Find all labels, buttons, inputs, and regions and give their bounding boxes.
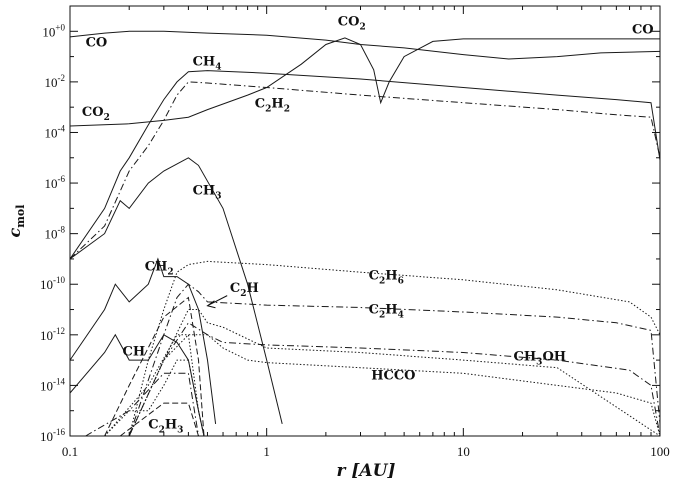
series-line-c2h4 <box>128 283 661 437</box>
series-label-ch2: CH2 <box>145 260 174 278</box>
series-line-c2h <box>128 309 661 437</box>
series-line-c2h3 <box>104 359 205 437</box>
y-tick-label: 10-14 <box>40 376 65 393</box>
series-label-co: CO <box>86 36 108 51</box>
series-label-c2h6: C2H6 <box>369 268 404 286</box>
y-tick-label: 10-4 <box>45 123 66 140</box>
series-line-co2 <box>69 37 660 127</box>
series-line-ch3oh <box>128 322 661 437</box>
series-label-co: CO <box>632 22 654 37</box>
plot-frame <box>69 5 661 437</box>
series-line-c2h2 <box>69 81 661 260</box>
series-label-c2h3: C2H3 <box>148 418 183 436</box>
y-tick-label: 10+0 <box>42 22 65 39</box>
series-line-unlabeled-2 <box>104 334 205 437</box>
x-tick-label: 10 <box>457 444 470 459</box>
series-line-ch2 <box>69 257 217 424</box>
x-tick-label: 100 <box>650 444 670 459</box>
series-line-unlabeled-4 <box>119 402 199 437</box>
y-tick-label: 10-12 <box>40 326 65 343</box>
series-line-ch4 <box>69 70 661 260</box>
x-tick-label: 1 <box>263 444 270 459</box>
series-line-c2h6 <box>128 260 661 437</box>
y-tick-label: 10-10 <box>40 275 65 292</box>
x-axis-title: r [AU] <box>337 461 396 481</box>
series-label-hcco: HCCO <box>371 368 415 383</box>
c2h-pointer-arrow <box>206 295 228 309</box>
series-label-ch3: CH3 <box>193 184 222 202</box>
y-tick-label: 10-16 <box>40 427 65 444</box>
series-labels: CO CO CO2 CO2 CH4 C2H2 CH3 CH2 C2H C2H6 C2H4 CH CH3O… <box>82 15 654 436</box>
axis-ticks: 0.1 1 10 100 10+0 10-2 10-4 10-6 10-8 10-10 10-12 1… <box>40 5 670 459</box>
series-label-c2h4: C2H4 <box>369 303 404 321</box>
series-line-co <box>69 30 661 60</box>
y-tick-label: 10-6 <box>45 174 66 191</box>
series-line-ch3 <box>69 157 283 425</box>
series-line-unlabeled-1 <box>104 296 205 437</box>
series-label-ch3oh: CH3OH <box>514 349 567 367</box>
series-label-c2h: C2H <box>230 281 259 299</box>
series-label-co2: CO2 <box>82 105 110 123</box>
series-label-ch4: CH4 <box>193 55 222 73</box>
x-tick-label: 0.1 <box>62 444 78 459</box>
y-axis-title-text: cmol <box>5 205 27 238</box>
series-label-ch: CH <box>123 344 146 359</box>
series-line-unlabeled-3 <box>85 372 199 437</box>
y-tick-label: 10-8 <box>45 225 66 242</box>
series-line-ch <box>69 333 205 437</box>
y-tick-label: 10-2 <box>45 73 66 90</box>
series-label-c2h2: C2H2 <box>255 96 290 114</box>
series-label-co2: CO2 <box>338 15 366 33</box>
curves-layer <box>69 30 661 437</box>
y-axis-title: cmol <box>5 205 27 238</box>
